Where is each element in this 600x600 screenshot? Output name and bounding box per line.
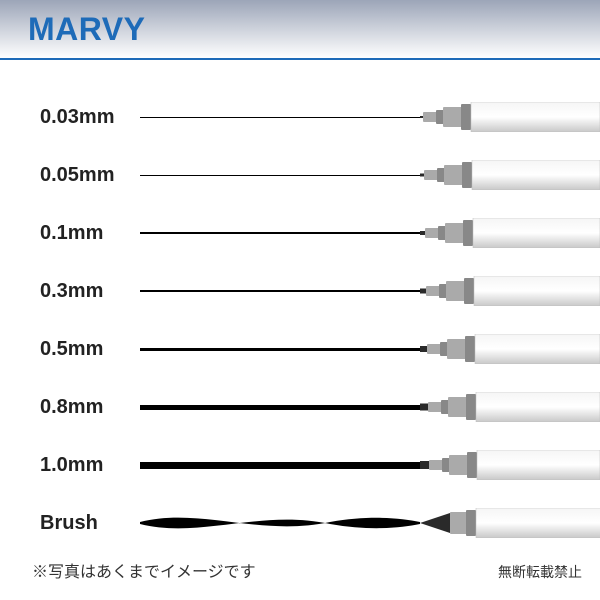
size-label: 0.03mm (0, 106, 140, 129)
pen-row: 0.8mm (0, 378, 600, 436)
pen-cell (420, 494, 600, 552)
pen-cell (420, 262, 600, 320)
stroke-sample (140, 462, 420, 469)
pen-cell (420, 146, 600, 204)
pen-row: 0.05mm (0, 146, 600, 204)
pen-row: 0.1mm (0, 204, 600, 262)
pen-size-table: 0.03mm 0.05mm 0.1mm (0, 60, 600, 552)
pen-row: 0.5mm (0, 320, 600, 378)
pen-cell (420, 88, 600, 146)
stroke-cell (140, 146, 420, 204)
size-label: 0.1mm (0, 222, 140, 245)
pen-icon (420, 334, 600, 364)
pen-icon (420, 276, 600, 306)
stroke-cell (140, 436, 420, 494)
brand-logo: MARVY (28, 11, 145, 48)
header-bar: MARVY (0, 0, 600, 60)
pen-cell (420, 378, 600, 436)
stroke-cell (140, 88, 420, 146)
size-label: Brush (0, 512, 140, 535)
stroke-sample (140, 232, 420, 233)
size-label: 0.8mm (0, 396, 140, 419)
footnote-copyright: 無断転載禁止 (498, 562, 582, 582)
pen-icon (420, 160, 600, 190)
pen-cell (420, 204, 600, 262)
pen-icon (420, 102, 600, 132)
stroke-cell (140, 262, 420, 320)
stroke-cell (140, 378, 420, 436)
pen-icon (420, 218, 600, 248)
pen-brush-icon (420, 508, 600, 538)
stroke-sample (140, 290, 420, 292)
stroke-sample (140, 175, 420, 176)
stroke-sample (140, 405, 420, 410)
pen-icon (420, 450, 600, 480)
stroke-cell (140, 320, 420, 378)
stroke-cell (140, 204, 420, 262)
pen-cell (420, 320, 600, 378)
brush-stroke-icon (140, 513, 420, 533)
size-label: 0.5mm (0, 338, 140, 361)
pen-row: 0.03mm (0, 88, 600, 146)
stroke-sample (140, 117, 420, 118)
pen-cell (420, 436, 600, 494)
pen-row: 0.3mm (0, 262, 600, 320)
stroke-cell (140, 494, 420, 552)
pen-row: 1.0mm (0, 436, 600, 494)
pen-icon (420, 392, 600, 422)
stroke-sample (140, 348, 420, 351)
pen-row: Brush (0, 494, 600, 552)
size-label: 0.3mm (0, 280, 140, 303)
size-label: 1.0mm (0, 454, 140, 477)
size-label: 0.05mm (0, 164, 140, 187)
footnote-disclaimer: ※写真はあくまでイメージです (32, 558, 256, 582)
